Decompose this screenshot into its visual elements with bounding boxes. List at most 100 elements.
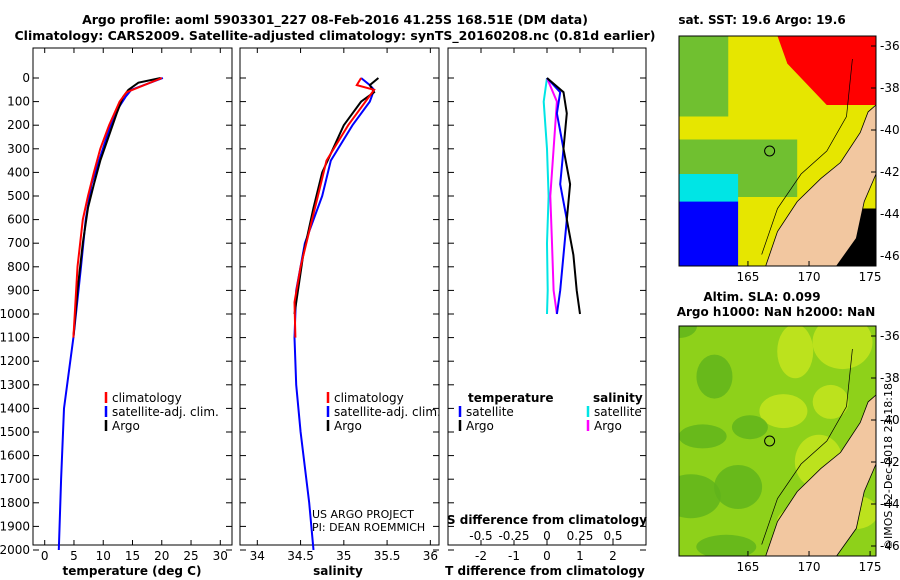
sal-x-tick-label-0: 34: [250, 549, 265, 563]
credit-line-1: US ARGO PROJECT: [312, 508, 414, 521]
diff-x-label: T difference from climatology: [445, 564, 645, 578]
sal-series-climatology: [293, 77, 376, 338]
sst-blue: [679, 201, 739, 266]
sla-map-lat-label-5: -46: [880, 539, 900, 553]
depth-tick-label-4: 400: [7, 165, 30, 179]
sla-blob-3: [777, 326, 814, 379]
sal-legend-label-0: climatology: [334, 391, 404, 405]
temp-x-tick-label-1: 5: [70, 549, 78, 563]
credit-line-2: PI: DEAN ROEMMICH: [312, 521, 425, 534]
sla-map-lon-label-2: 175: [859, 560, 882, 574]
diff-series-sal-argo: [546, 77, 558, 315]
sst-red-ne: [777, 36, 876, 105]
sla-blob-0: [679, 326, 697, 338]
imos-watermark: ©IMOS 12-Dec-2018 23:18:18: [882, 383, 895, 550]
temp-x-tick-label-4: 20: [154, 549, 169, 563]
depth-tick-label-3: 300: [7, 142, 30, 156]
sla-blob-9: [812, 384, 849, 419]
sst-map-contour: [761, 58, 853, 255]
depth-tick-label-17: 1700: [0, 472, 30, 486]
sla-blob-12: [731, 415, 768, 440]
depth-tick-label-9: 900: [7, 283, 30, 297]
depth-tick-label-18: 1800: [0, 496, 30, 510]
sst-map: -36 -38 -40 -42 -44 -46 165 170 175: [678, 35, 900, 284]
sla-blob-8: [696, 534, 757, 556]
diff-x-tick-label-4: 2: [609, 549, 617, 563]
depth-tick-label-12: 1200: [0, 354, 30, 368]
diff-s-tick-label-3: 0.25: [567, 529, 594, 543]
diff-x-tick-label-1: -1: [508, 549, 520, 563]
depth-tick-label-13: 1300: [0, 378, 30, 392]
sal-legend-label-1: satellite-adj. clim.: [334, 405, 441, 419]
diff-s-tick-label-0: -0.5: [469, 529, 492, 543]
temp-panel-frame: [32, 47, 233, 546]
sal-x-label: salinity: [313, 564, 363, 578]
depth-tick-label-1: 100: [7, 95, 30, 109]
sla-map-lon-label-1: 170: [798, 560, 821, 574]
sla-map-argo-position: [764, 435, 776, 447]
temp-x-tick-label-0: 0: [41, 549, 49, 563]
sal-x-tick-label-2: 35: [336, 549, 351, 563]
sla-blob-11: [812, 326, 873, 370]
sst-map-title: sat. SST: 19.6 Argo: 19.6: [678, 13, 845, 27]
sla-map-lat-label-3: -42: [880, 455, 900, 469]
sla-map-title-1: Altim. SLA: 0.099: [703, 290, 820, 304]
sal-x-tick-label-3: 35.5: [374, 549, 401, 563]
depth-tick-label-2: 200: [7, 118, 30, 132]
diff-x-tick-label-0: -2: [475, 549, 487, 563]
sst-map-lat-label-3: -42: [880, 165, 900, 179]
diff-legend-temp-title: temperature: [468, 391, 553, 405]
sla-map-title-2: Argo h1000: NaN h2000: NaN: [677, 305, 876, 319]
temp-legend-label-0: climatology: [112, 391, 182, 405]
sla-map-lat-label-1: -38: [880, 371, 900, 385]
temp-series-argo: [72, 77, 161, 338]
sla-map-land: [765, 394, 876, 556]
temp-x-tick-label-6: 30: [213, 549, 228, 563]
sla-blob-6: [696, 354, 733, 399]
temp-x-tick-label-5: 25: [183, 549, 198, 563]
depth-tick-label-10: 1000: [0, 307, 30, 321]
sst-map-lat-label-2: -40: [880, 123, 900, 137]
depth-tick-label-14: 1400: [0, 401, 30, 415]
diff-x-tick-label-2: 0: [543, 549, 551, 563]
temp-legend-label-1: satellite-adj. clim.: [112, 405, 219, 419]
depth-tick-label-11: 1100: [0, 331, 30, 345]
depth-tick-label-19: 1900: [0, 519, 30, 533]
temp-x-label: temperature (deg C): [63, 564, 202, 578]
diff-series-temp-argo: [546, 77, 581, 315]
temp-x-tick-label-3: 15: [125, 549, 140, 563]
sst-map-lat-label-5: -46: [880, 249, 900, 263]
sal-legend-label-2: Argo: [334, 419, 362, 433]
diff-legend-sal-label-0: satellite: [594, 405, 642, 419]
sal-x-tick-label-4: 36: [423, 549, 438, 563]
temp-series-climatology: [72, 77, 163, 338]
depth-tick-label-6: 600: [7, 213, 30, 227]
sst-map-argo-position: [764, 145, 776, 157]
title-line-1: Argo profile: aoml 5903301_227 08-Feb-20…: [82, 12, 588, 28]
temp-legend-label-2: Argo: [112, 419, 140, 433]
sla-map-lat-label-2: -40: [880, 413, 900, 427]
depth-tick-label-7: 700: [7, 236, 30, 250]
diff-legend-sal-title: salinity: [593, 391, 643, 405]
diff-legend-temp-label-1: Argo: [466, 419, 494, 433]
depth-tick-label-20: 2000: [0, 543, 30, 557]
sla-map-contour: [761, 348, 853, 545]
sst-map-lon-label-0: 165: [736, 270, 759, 284]
sst-map-lat-label-1: -38: [880, 81, 900, 95]
depth-tick-label-0: 0: [22, 71, 30, 85]
sst-map-lon-label-1: 170: [798, 270, 821, 284]
sla-map-lat-label-0: -36: [880, 329, 900, 343]
temp-x-tick-label-2: 10: [96, 549, 111, 563]
sal-x-tick-label-1: 34.5: [287, 549, 314, 563]
diff-series-temp-satellite: [546, 77, 568, 315]
depth-tick-label-8: 800: [7, 260, 30, 274]
diff-legend-temp-label-0: satellite: [466, 405, 514, 419]
sla-map-frame: [678, 325, 877, 557]
sla-map-content: [679, 326, 876, 556]
title-line-2: Climatology: CARS2009. Satellite-adjuste…: [14, 28, 655, 44]
depth-tick-label-16: 1600: [0, 449, 30, 463]
sst-map-frame: [678, 35, 877, 267]
sla-map-lat-label-4: -44: [880, 497, 900, 511]
sst-map-lat-label-4: -44: [880, 207, 900, 221]
